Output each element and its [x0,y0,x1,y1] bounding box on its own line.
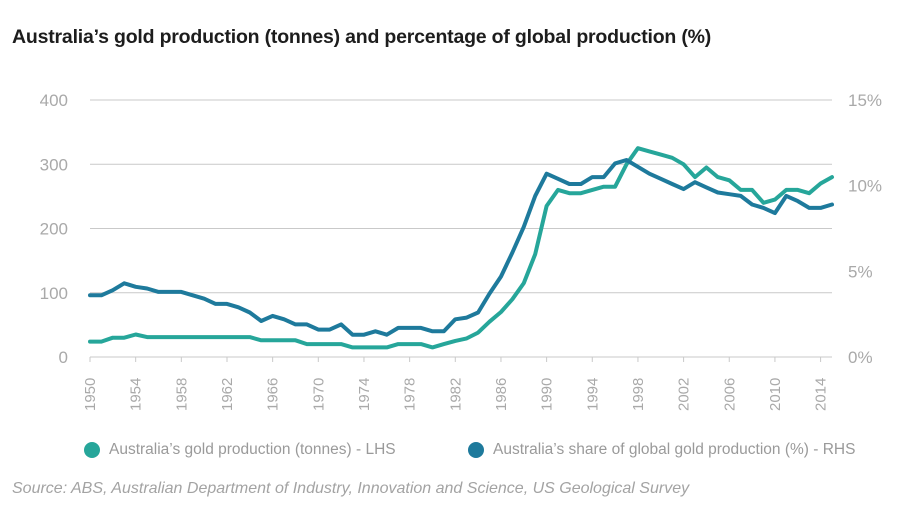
x-tick-label: 1962 [219,378,236,411]
legend-label-production: Australia’s gold production (tonnes) - L… [109,441,396,458]
x-tick-label: 1958 [173,378,190,411]
x-tick-label: 2002 [676,378,693,411]
left-axis-ticks: 400 300 200 100 0 [40,91,68,367]
x-tick-label: 1978 [402,378,419,411]
x-tick-label: 2014 [813,378,830,411]
legend-swatch-production [84,442,100,458]
chart-title: Australia’s gold production (tonnes) and… [12,26,712,48]
right-axis-ticks: 15% 10% 5% 0% [848,91,882,367]
x-tick-label: 1982 [447,378,464,411]
y-left-tick-label: 400 [40,91,68,110]
gridlines [90,99,832,358]
y-right-tick-label: 5% [848,262,873,281]
x-axis-ticks: 1950 1954 1958 1962 1966 1970 1974 1978 1982 1986… [82,357,830,411]
series-lines [88,146,834,350]
line-chart: 400 300 200 100 0 15% 10% 5% 0% 1950 1954 1958 196… [40,91,882,411]
legend-item-share: Australia’s share of global gold product… [468,439,855,461]
y-right-tick-label: 15% [848,91,882,110]
y-left-tick-label: 0 [59,348,68,367]
y-right-tick-label: 0% [848,348,873,367]
y-left-tick-label: 300 [40,155,68,174]
legend-label-share: Australia’s share of global gold product… [493,441,856,458]
y-right-tick-label: 10% [848,177,882,196]
x-tick-label: 1966 [265,378,282,411]
x-tick-label: 2006 [721,378,738,411]
x-tick-label: 1954 [128,378,145,411]
x-tick-label: 2010 [767,378,784,411]
x-tick-label: 1998 [630,378,647,411]
x-tick-label: 1950 [82,378,99,411]
x-tick-label: 1986 [493,378,510,411]
x-tick-label: 1990 [539,378,556,411]
x-tick-label: 1974 [356,378,373,411]
x-tick-label: 1994 [584,378,601,411]
x-tick-label: 1970 [310,378,327,411]
series-line-share [88,158,834,337]
y-left-tick-label: 100 [40,284,68,303]
legend-swatch-share [468,442,484,458]
series-line-production [88,146,834,350]
y-left-tick-label: 200 [40,220,68,239]
legend-item-production: Australia’s gold production (tonnes) - L… [84,439,396,461]
source-note: Source: ABS, Australian Department of In… [12,480,690,497]
